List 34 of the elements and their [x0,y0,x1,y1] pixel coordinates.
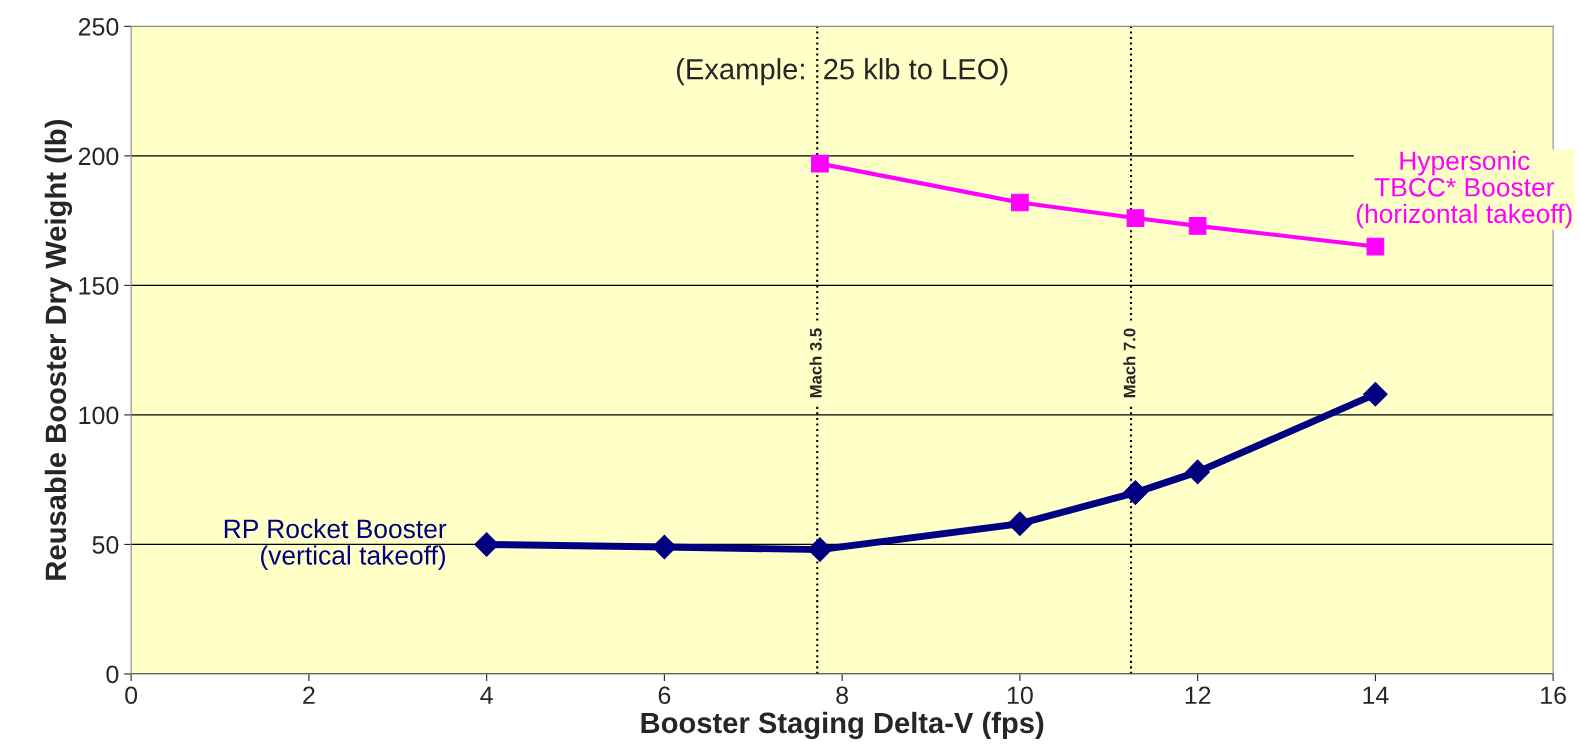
point [807,537,833,562]
x-tick-label: 12 [1185,686,1211,704]
x-tick-label: 0 [125,686,138,705]
x-tick-label: 8 [836,686,849,705]
x-tick-label: 2 [303,686,315,704]
ref-line-label: Mach 3.5 [809,328,822,398]
x-tick-label: 4 [480,686,493,704]
point [1188,216,1207,235]
series-label: Hypersonic TBCC* Booster (horizontal takeoff) [1356,150,1572,229]
y-axis-title: Reusable Booster Dry Weight (lb) [44,120,73,580]
y-tick-label: 200 [78,147,119,166]
point [1011,193,1029,212]
x-axis-title: Booster Staging Delta-V (fps) [641,711,1044,740]
y-tick-label: 50 [92,536,119,554]
series-label: RP Rocket Booster (vertical takeoff) [224,518,447,570]
x-tick-label: 16 [1541,686,1566,705]
point [474,532,499,557]
y-tick-label: 150 [79,276,119,295]
point [1123,480,1148,505]
ref-line-label: Mach 7.0 [1123,328,1136,398]
x-tick-label: 6 [658,686,671,705]
y-tick-label: 250 [78,17,119,36]
point [811,154,829,173]
point [1185,459,1210,485]
point [1007,511,1033,536]
y-tick-label: 100 [79,406,119,425]
x-tick-label: 14 [1363,686,1389,704]
annotation: (Example: 25 klb to LEO) [676,58,1008,86]
point [1366,237,1385,256]
point [1126,209,1145,227]
point [652,534,677,560]
point [1363,381,1388,407]
y-tick-label: 0 [106,665,119,684]
x-tick-label: 10 [1007,686,1033,705]
